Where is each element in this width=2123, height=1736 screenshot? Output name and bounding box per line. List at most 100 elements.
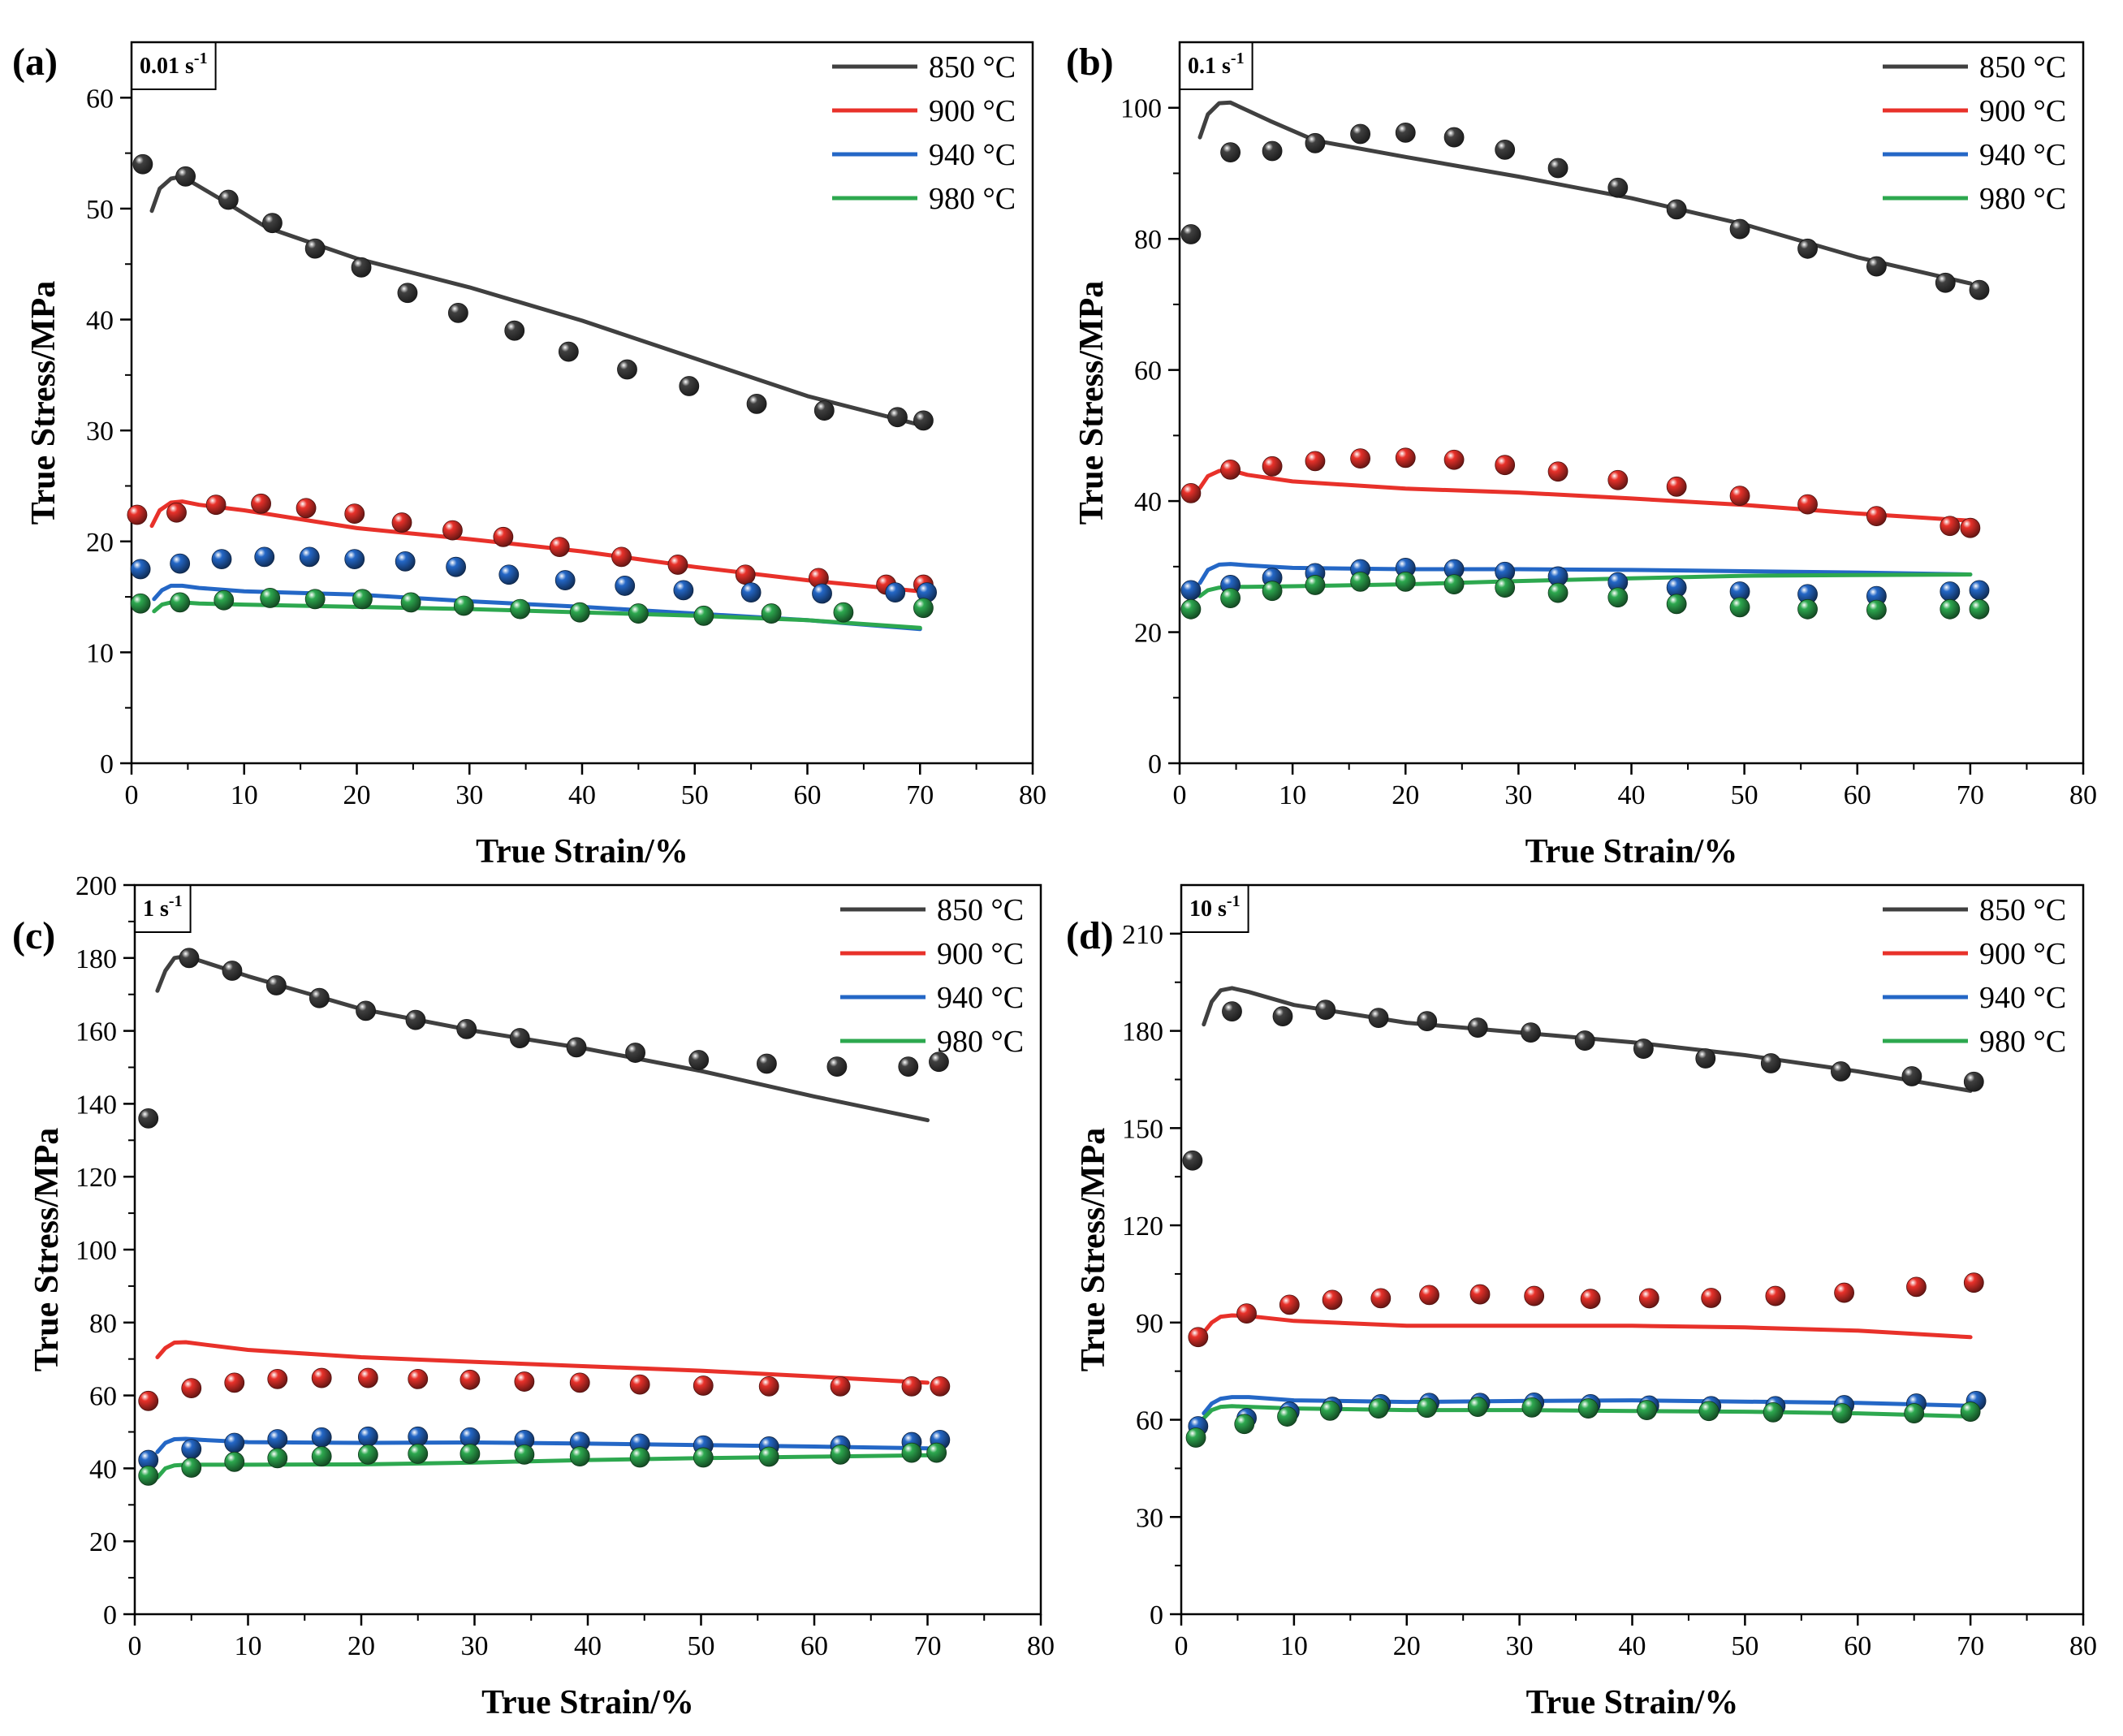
x-tick-label: 30	[1504, 780, 1532, 810]
panel-label: (a)	[12, 41, 58, 84]
y-tick-label: 40	[89, 1454, 117, 1484]
data-point-900	[1834, 1282, 1854, 1303]
data-point-900	[1638, 1288, 1659, 1309]
data-point-980	[1607, 587, 1629, 608]
data-point-980	[1547, 582, 1569, 603]
data-point-980	[926, 1442, 947, 1463]
y-tick-label: 180	[1122, 1017, 1163, 1047]
x-tick-label: 50	[1731, 1631, 1758, 1661]
legend-label-940: 940 °C	[937, 981, 1024, 1015]
panel-c: 0 10 20 30 40 50 60 70 8002040608010012014016018…	[12, 871, 1055, 1721]
data-point-900	[408, 1368, 429, 1389]
y-tick-label: 0	[1148, 749, 1162, 779]
data-point-980	[1443, 574, 1465, 595]
plot-frame	[1180, 883, 2085, 1616]
data-point-850	[1831, 1061, 1851, 1082]
data-point-850	[132, 153, 153, 175]
data-point-980	[1940, 598, 1961, 620]
data-point-980	[1395, 571, 1416, 592]
data-point-900	[296, 498, 317, 519]
data-point-900	[166, 502, 187, 523]
x-tick-label: 50	[681, 780, 709, 810]
data-point-900	[1220, 459, 1241, 480]
data-point-900	[1419, 1285, 1439, 1306]
data-point-850	[625, 1043, 645, 1063]
data-point-940	[673, 580, 694, 601]
y-axis-title: True Stress/MPa	[28, 1128, 66, 1372]
data-point-900	[1279, 1294, 1300, 1315]
data-point-940	[254, 546, 275, 568]
data-point-900	[611, 546, 632, 568]
data-point-940	[408, 1426, 429, 1447]
strain-rate-unit: s	[185, 54, 194, 79]
strain-rate-value: 0.1	[1188, 54, 1222, 79]
y-axis-title: True Stress/MPa	[1073, 281, 1111, 525]
data-point-900	[629, 1374, 650, 1395]
data-point-980	[913, 598, 934, 619]
data-point-940	[446, 556, 466, 577]
data-point-850	[405, 1009, 426, 1030]
x-tick-label: 10	[1279, 780, 1306, 810]
data-point-980	[170, 592, 191, 613]
data-point-980	[628, 603, 649, 624]
strain-rate-label: 10 s-1	[1189, 892, 1241, 922]
data-point-850	[309, 987, 330, 1008]
data-point-850	[1443, 127, 1465, 148]
legend-label-850: 850 °C	[929, 50, 1016, 84]
series-line-900	[155, 1340, 930, 1385]
data-point-980	[569, 1446, 590, 1466]
data-point-900	[1906, 1276, 1927, 1298]
x-axis-title: True Strain/%	[1525, 833, 1738, 870]
data-point-900	[735, 564, 756, 585]
data-point-900	[1322, 1289, 1343, 1311]
data-point-980	[1185, 1427, 1206, 1448]
data-point-850	[1220, 142, 1241, 163]
strain-rate-exponent: -1	[169, 892, 183, 910]
data-point-900	[1180, 483, 1202, 503]
legend-label-850: 850 °C	[1979, 893, 2066, 927]
series-line-980	[1197, 572, 1973, 598]
legend-label-940: 940 °C	[929, 138, 1016, 172]
strain-rate-value: 1	[143, 896, 160, 922]
data-point-980	[1960, 1401, 1981, 1422]
data-point-980	[1666, 594, 1687, 615]
legend-label-900: 900 °C	[929, 94, 1016, 128]
data-point-850	[558, 341, 579, 362]
x-tick-label: 50	[1731, 780, 1758, 810]
data-point-900	[667, 555, 688, 575]
data-point-980	[1467, 1397, 1488, 1417]
data-point-850	[1607, 177, 1629, 198]
strain-rate-value: 10	[1189, 896, 1218, 922]
data-point-900	[1960, 517, 1981, 538]
x-tick-label: 60	[800, 1631, 828, 1661]
data-point-940	[130, 559, 151, 580]
data-point-940	[615, 576, 636, 596]
data-point-940	[311, 1427, 332, 1448]
data-point-940	[554, 570, 576, 590]
strain-rate-box	[134, 884, 192, 933]
strain-rate-exponent: -1	[1227, 892, 1241, 910]
data-point-900	[138, 1390, 159, 1411]
data-point-900	[758, 1375, 779, 1397]
y-tick-label: 120	[76, 1163, 117, 1193]
data-point-980	[761, 603, 782, 624]
data-point-940	[498, 564, 520, 585]
data-point-850	[138, 1108, 159, 1129]
x-tick-label: 80	[1027, 1631, 1055, 1661]
data-point-980	[1220, 588, 1241, 608]
data-point-900	[127, 504, 148, 525]
data-point-900	[205, 494, 227, 516]
data-point-980	[693, 605, 714, 626]
data-point-850	[456, 1018, 477, 1039]
data-point-900	[1701, 1288, 1722, 1308]
data-point-900	[1580, 1289, 1601, 1310]
legend-label-980: 980 °C	[929, 182, 1016, 216]
data-point-850	[262, 213, 283, 234]
x-tick-label: 60	[1844, 1631, 1871, 1661]
data-point-980	[1729, 597, 1750, 618]
x-tick-label: 60	[1844, 780, 1871, 810]
y-tick-label: 40	[86, 306, 114, 336]
data-point-900	[1370, 1288, 1392, 1309]
y-tick-label: 20	[1134, 619, 1162, 649]
